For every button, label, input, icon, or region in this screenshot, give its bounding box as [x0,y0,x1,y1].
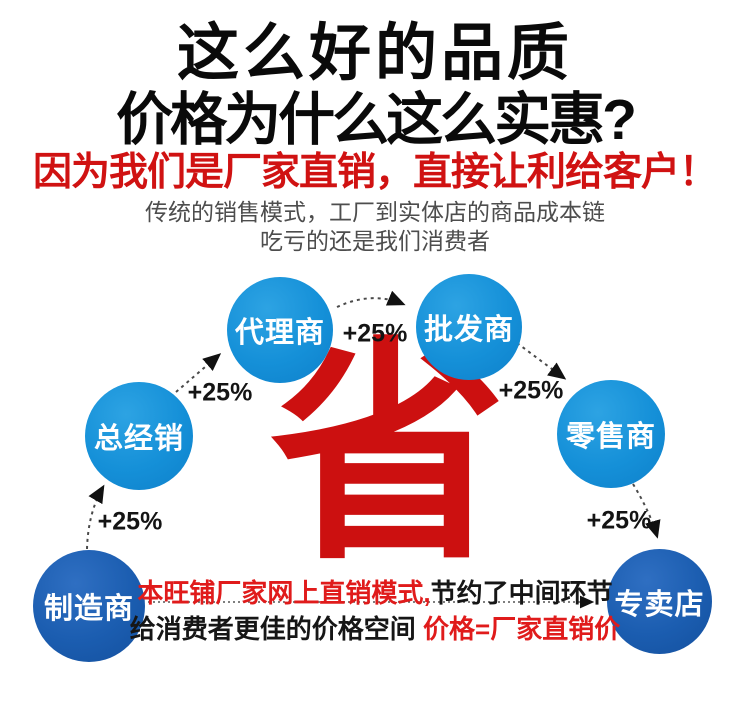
increment-label-4: +25% [498,376,564,405]
description-line-1: 传统的销售模式，工厂到实体店的商品成本链 [145,199,605,225]
arrow-retailer-to-store [632,483,661,539]
node-general-distributor: 总经销 [85,382,193,490]
footer-line-1-red: 本旺铺厂家网上直销模式, [137,578,431,608]
increment-label-2: +25% [187,378,253,407]
footer-line-2-red: 价格=厂家直销价 [423,614,621,644]
node-general-distributor-label: 总经销 [93,423,184,455]
title-line-1: 这么好的品质 [176,19,573,88]
title-line-2: 价格为什么这么实惠? [116,88,637,152]
node-specialty-store: 专卖店 [607,549,712,654]
increment-label-3: +25% [342,319,408,348]
node-wholesaler: 批发商 [416,274,522,380]
node-manufacturer: 制造商 [33,550,145,662]
node-retailer: 零售商 [557,380,665,488]
increment-label-1: +25% [97,507,163,536]
footer-line-1-dark: 节约了中间环节 [430,578,613,608]
increment-label-5: +25% [586,506,652,535]
node-agent: 代理商 [227,277,333,383]
node-specialty-store-label: 专卖店 [614,588,705,621]
supply-chain-diagram: 省 制造商 总经销 代理商 批发商 零售商 专卖店 +25% +25% +25%… [0,265,750,710]
footer-line-1: 本旺铺厂家网上直销模式,节约了中间环节 [0,573,750,610]
description-line-2: 吃亏的还是我们消费者 [260,228,490,254]
footer-line-2-dark: 给消费者更佳的价格空间 [129,614,424,644]
node-wholesaler-label: 批发商 [423,314,514,346]
arrow-wholesaler-to-retailer [516,342,567,380]
node-manufacturer-label: 制造商 [43,593,134,625]
arrow-distributor-to-agent [175,353,222,393]
node-retailer-label: 零售商 [565,421,656,453]
arrow-agent-to-wholesaler [336,290,406,308]
arrows-layer [86,290,661,609]
footer-line-2: 给消费者更佳的价格空间 价格=厂家直销价 [0,609,750,646]
banner-factory-direct: 因为我们是厂家直销，直接让利给客户！ [32,151,718,194]
node-agent-label: 代理商 [234,317,325,349]
